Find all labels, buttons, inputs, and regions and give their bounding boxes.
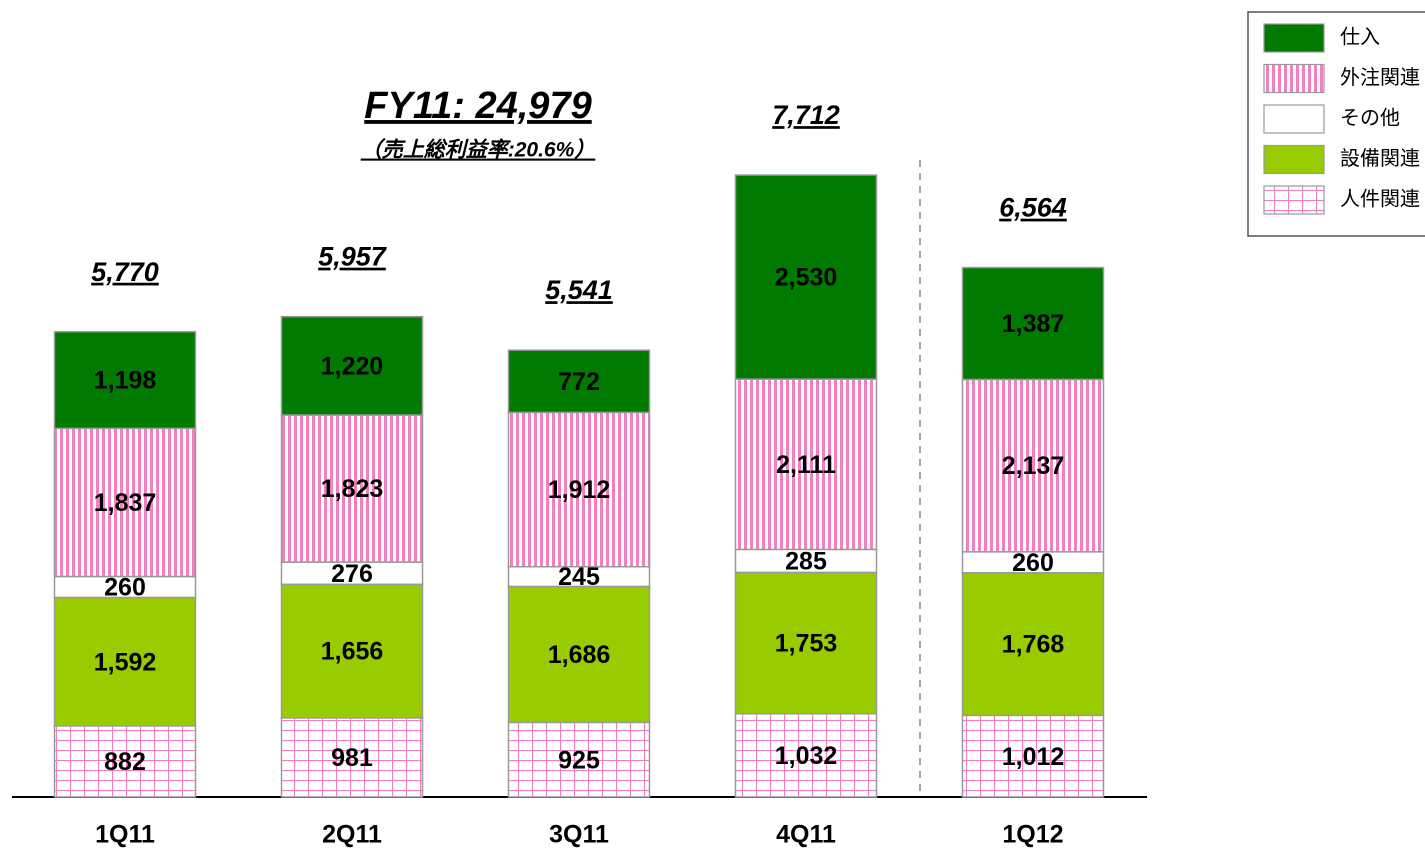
value-label: 882 xyxy=(104,748,146,776)
bar-segment xyxy=(53,725,197,798)
value-label: 772 xyxy=(558,368,600,396)
value-label: 1,220 xyxy=(321,352,384,380)
bar-segment xyxy=(961,714,1105,798)
value-label: 1,592 xyxy=(94,648,157,676)
bar-segment xyxy=(961,572,1105,717)
bar-segment xyxy=(734,713,878,798)
value-label: 2,111 xyxy=(776,451,836,479)
legend-swatch xyxy=(1263,104,1325,134)
value-label: 1,032 xyxy=(775,742,838,770)
value-label: 1,823 xyxy=(321,475,384,503)
legend-label: 人件関連 xyxy=(1340,187,1420,210)
bar-segment xyxy=(734,378,878,551)
bar-segment xyxy=(961,266,1105,381)
x-tick-label: 2Q11 xyxy=(322,821,382,848)
legend-swatch xyxy=(1263,185,1325,215)
bar-segment xyxy=(507,411,651,568)
legend-swatch xyxy=(1263,144,1325,175)
x-tick-label: 4Q11 xyxy=(776,821,836,848)
value-label: 1,198 xyxy=(94,367,157,395)
value-label: 1,753 xyxy=(775,630,838,658)
annotation: FY11: 24,979 xyxy=(364,85,591,127)
x-tick-label: 3Q11 xyxy=(549,821,609,848)
value-label: 1,656 xyxy=(321,638,384,666)
value-label: 276 xyxy=(331,560,373,588)
value-label: 1,686 xyxy=(548,641,611,669)
value-label: 1,912 xyxy=(548,476,611,504)
legend-swatch xyxy=(1263,63,1325,94)
annotation-sub: （売上総利益率:20.6%） xyxy=(361,138,596,162)
legend-label: 設備関連 xyxy=(1340,147,1420,170)
value-label: 285 xyxy=(785,547,827,575)
bar-segment xyxy=(280,315,424,416)
bar-segment xyxy=(280,717,424,798)
legend-swatch xyxy=(1263,23,1325,53)
value-label: 1,768 xyxy=(1002,631,1065,659)
value-label: 925 xyxy=(558,746,600,774)
bar-segment xyxy=(734,174,878,380)
bar-segment xyxy=(961,378,1105,553)
legend-label: 外注関連 xyxy=(1340,66,1420,89)
bar-segment xyxy=(53,330,197,430)
bar-segment xyxy=(280,583,424,719)
total-label: 5,770 xyxy=(91,257,159,287)
bar-segment xyxy=(734,571,878,715)
bar-segment xyxy=(507,721,651,798)
value-label: 1,837 xyxy=(94,489,157,517)
legend-label: その他 xyxy=(1340,106,1400,129)
value-label: 1,387 xyxy=(1002,310,1065,338)
total-label: 5,957 xyxy=(318,242,388,272)
value-label: 245 xyxy=(558,563,600,591)
total-label: 5,541 xyxy=(545,275,613,305)
value-label: 981 xyxy=(331,744,373,772)
value-label: 2,137 xyxy=(1002,452,1065,480)
total-label: 7,712 xyxy=(772,100,840,130)
x-tick-label: 1Q11 xyxy=(95,821,155,848)
value-label: 2,530 xyxy=(775,264,838,292)
legend-label: 仕入 xyxy=(1340,25,1380,48)
value-label: 1,012 xyxy=(1002,743,1065,771)
value-label: 260 xyxy=(104,574,146,602)
total-label: 6,564 xyxy=(999,193,1067,223)
bar-segment xyxy=(53,427,197,578)
bar-segment xyxy=(507,349,651,414)
bar-segment xyxy=(507,585,651,724)
x-tick-label: 1Q12 xyxy=(1002,821,1063,848)
value-label: 260 xyxy=(1012,549,1054,577)
bar-segment xyxy=(280,414,424,563)
